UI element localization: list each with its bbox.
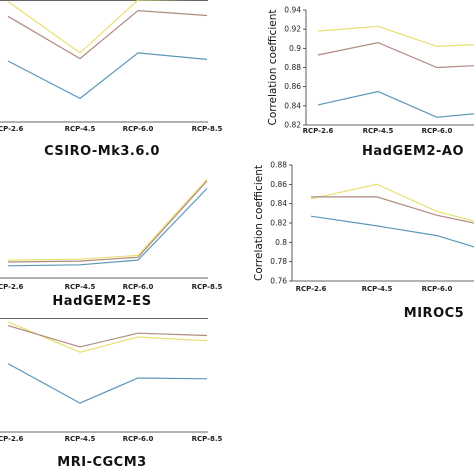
x-tick-label: RCP-8.5 (192, 283, 223, 291)
x-tick-label: RCP-4.5 (65, 125, 96, 133)
panel-4: 0.76 0.78 0.8 0.82 0.84 0.86 0.88 Correlation c… (253, 161, 474, 321)
series-line-2 (7, 180, 208, 263)
panel-2: 0.82 0.84 0.86 0.88 0.9 0.92 0.94 Correlation c… (267, 6, 474, 159)
x-tick-label: RCP-2.6 (296, 285, 327, 293)
y-tick-label: 0.88 (270, 161, 287, 170)
series-line-2 (317, 41, 474, 69)
y-tick-label: 0.9 (289, 44, 301, 53)
x-tick-label: RCP-6.0 (123, 283, 154, 291)
panel-title: MIROC5 (404, 306, 464, 321)
x-tick-label: RCP-4.5 (362, 285, 393, 293)
y-tick-label: 0.76 (270, 277, 287, 286)
series-line-1 (7, 321, 208, 353)
y-tick-label: 0.88 (284, 63, 301, 72)
y-tick-label: 0.94 (284, 6, 301, 15)
x-tick-label: RCP-2.6 (303, 127, 334, 135)
series-line-3 (317, 90, 474, 118)
x-tick-label: RCP-8.5 (192, 125, 223, 133)
panel-3: RCP-2.6 RCP-4.5 RCP-6.0 RCP-8.5 HadGEM2-ES (0, 178, 223, 309)
y-tick-label: 0.78 (270, 257, 287, 266)
x-tick-label: RCP-2.6 (0, 283, 24, 291)
series-line-2 (7, 9, 208, 60)
panel-title: CSIRO-Mk3.6.0 (44, 144, 160, 159)
series-line-3 (7, 52, 208, 100)
y-tick-label: 0.8 (275, 238, 287, 247)
series-line-3 (310, 215, 474, 248)
y-tick-label: 0.92 (284, 25, 301, 34)
series-line-2 (7, 325, 208, 348)
series-line-1 (317, 25, 474, 48)
x-tick-label: RCP-4.5 (65, 283, 96, 291)
panel-1: RCP-2.6 RCP-4.5 RCP-6.0 RCP-8.5 CSIRO-Mk3.6.… (0, 0, 223, 159)
panel-title: HadGEM2-AO (362, 144, 464, 159)
series-line-3 (7, 363, 208, 404)
y-tick-label: 0.84 (270, 199, 287, 208)
x-tick-label: RCP-6.0 (123, 435, 154, 443)
x-tick-label: RCP-2.6 (0, 435, 24, 443)
y-axis-title: Correlation coefficient (267, 10, 279, 126)
x-tick-label: RCP-6.0 (123, 125, 154, 133)
series-line-1 (7, 178, 208, 261)
y-axis-title: Correlation coefficient (253, 165, 265, 281)
x-tick-label: RCP-2.6 (0, 125, 24, 133)
x-tick-label: RCP-8.5 (192, 435, 223, 443)
y-tick-label: 0.82 (284, 121, 301, 130)
x-tick-label: RCP-4.5 (65, 435, 96, 443)
y-tick-label: 0.82 (270, 219, 287, 228)
x-tick-label: RCP-4.5 (363, 127, 394, 135)
panel-5: RCP-2.6 RCP-4.5 RCP-6.0 RCP-8.5 MRI-CGCM3 (0, 318, 223, 470)
y-tick-label: 0.84 (284, 101, 301, 110)
x-tick-label: RCP-6.0 (422, 127, 453, 135)
series-line-1 (310, 183, 474, 222)
panel-title: MRI-CGCM3 (57, 455, 146, 470)
series-line-1 (7, 0, 190, 54)
y-tick-label: 0.86 (270, 180, 287, 189)
x-tick-label: RCP-6.0 (422, 285, 453, 293)
panel-title: HadGEM2-ES (52, 294, 151, 309)
series-line-2 (311, 196, 474, 224)
series-line-3 (7, 188, 208, 267)
y-tick-label: 0.86 (284, 82, 301, 91)
